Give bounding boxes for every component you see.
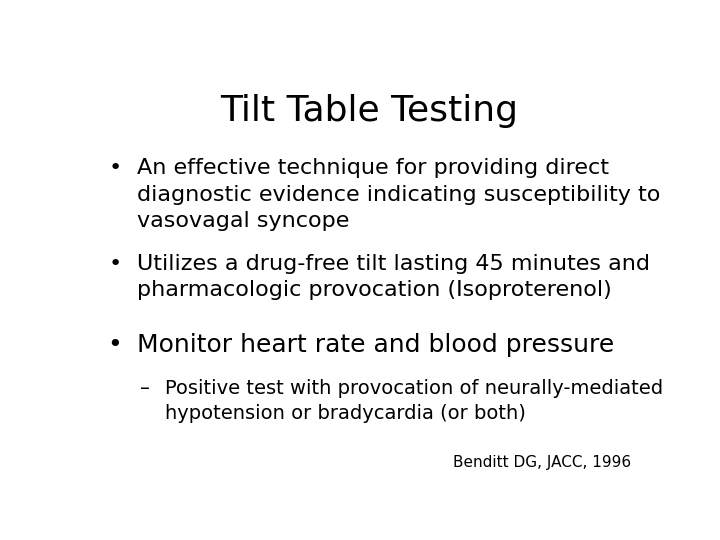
Text: •: • (108, 333, 122, 357)
Text: •: • (109, 158, 122, 178)
Text: –: – (140, 379, 150, 398)
Text: Positive test with provocation of neurally-mediated
hypotension or bradycardia (: Positive test with provocation of neural… (166, 379, 663, 423)
Text: •: • (109, 254, 122, 274)
Text: An effective technique for providing direct
diagnostic evidence indicating susce: An effective technique for providing dir… (138, 158, 661, 231)
Text: Tilt Table Testing: Tilt Table Testing (220, 94, 518, 128)
Text: Benditt DG, JACC, 1996: Benditt DG, JACC, 1996 (453, 455, 631, 470)
Text: Monitor heart rate and blood pressure: Monitor heart rate and blood pressure (138, 333, 615, 357)
Text: Utilizes a drug-free tilt lasting 45 minutes and
pharmacologic provocation (Isop: Utilizes a drug-free tilt lasting 45 min… (138, 254, 650, 300)
